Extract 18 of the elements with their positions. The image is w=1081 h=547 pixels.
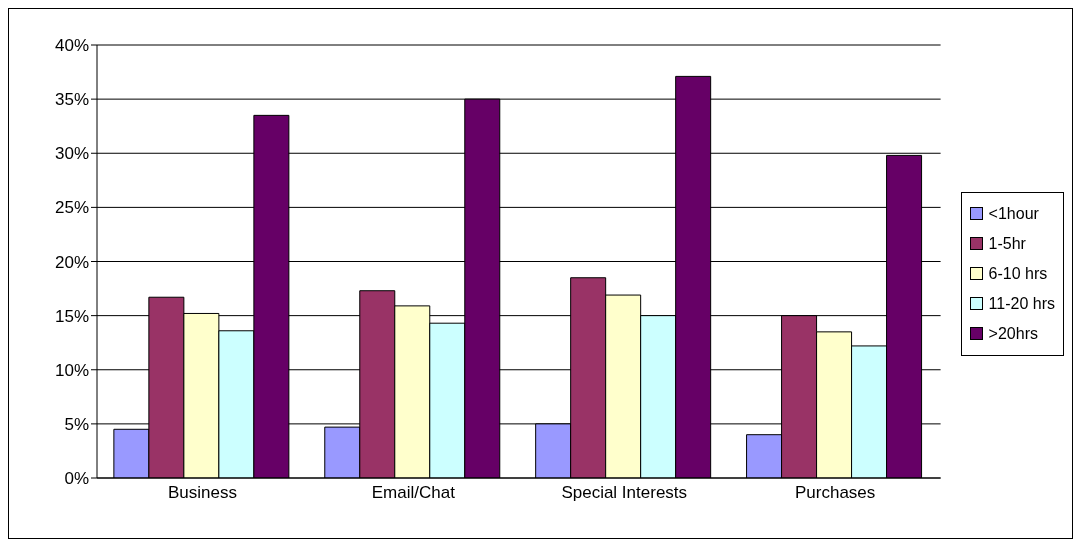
y-tick-label: 10% bbox=[54, 360, 89, 380]
y-tick-label: 20% bbox=[54, 252, 89, 272]
x-tick-label: Purchases bbox=[794, 483, 876, 503]
x-tick-label: Email/Chat bbox=[371, 483, 456, 503]
y-tick-label: 25% bbox=[54, 198, 89, 218]
legend-label: 6-10 hrs bbox=[988, 264, 1048, 283]
y-tick-label: 40% bbox=[54, 36, 89, 56]
legend-label: >20hrs bbox=[988, 324, 1038, 343]
legend-label: <1hour bbox=[988, 204, 1039, 223]
legend-label: 1-5hr bbox=[988, 234, 1026, 253]
y-tick-label: 30% bbox=[54, 144, 89, 164]
y-tick-label: 35% bbox=[54, 90, 89, 110]
x-tick-label: Special Interests bbox=[561, 483, 688, 503]
legend-label: 11-20 hrs bbox=[988, 294, 1055, 313]
y-tick-label: 15% bbox=[54, 306, 89, 326]
y-tick-label: 5% bbox=[64, 414, 89, 434]
x-tick-label: Business bbox=[167, 483, 237, 503]
y-tick-label: 0% bbox=[64, 469, 89, 489]
